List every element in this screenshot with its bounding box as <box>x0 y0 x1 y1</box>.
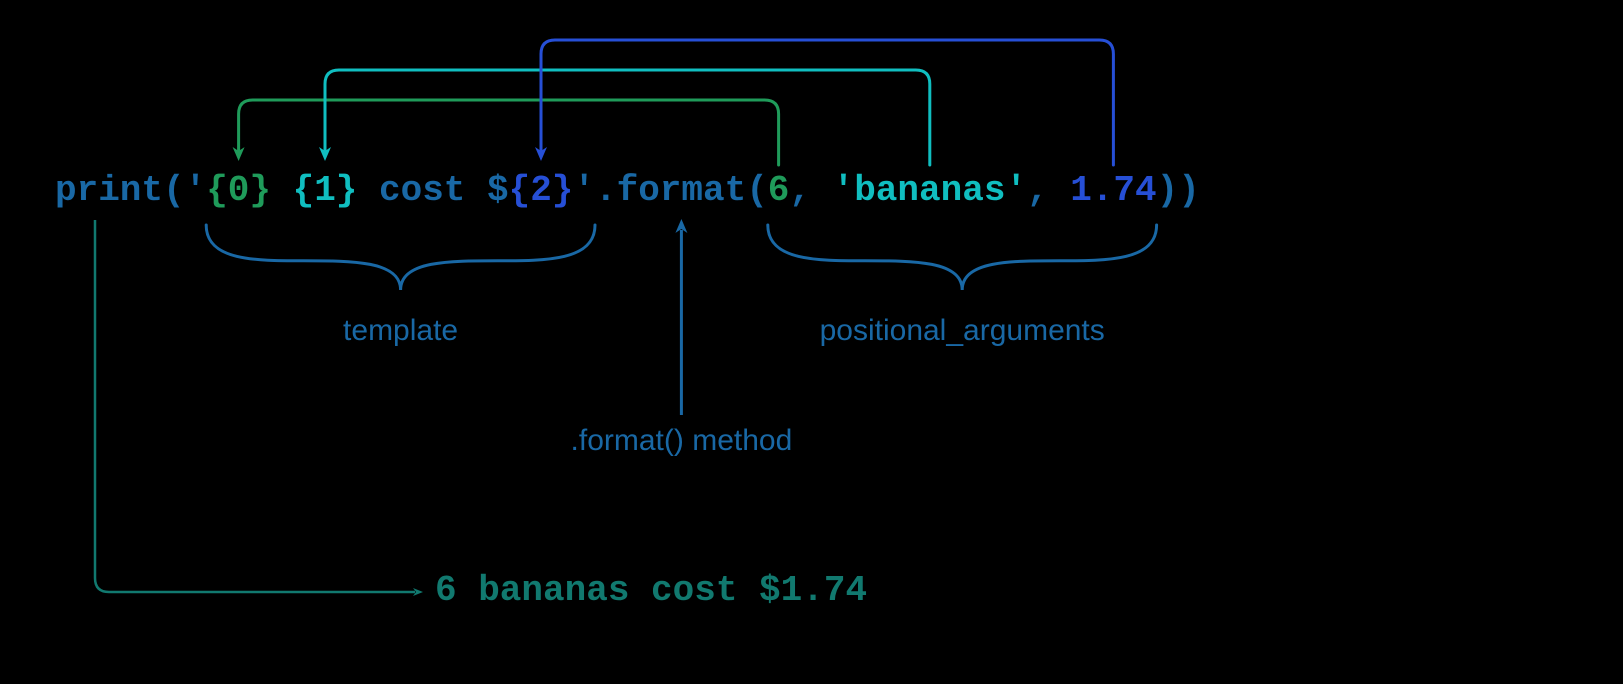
format-label: .format() method <box>571 424 793 457</box>
arguments-brace-label: positional_arguments <box>820 314 1105 347</box>
code-token-format: format <box>617 170 747 211</box>
code-line: print('{0} {1} cost ${2}'.format(6, 'ban… <box>55 170 1200 211</box>
code-token-print: print <box>55 170 163 211</box>
code-token-arg2: 1.74 <box>1070 170 1156 211</box>
code-token-ph2: {2} <box>509 170 574 211</box>
output-text: 6 bananas cost $1.74 <box>435 570 867 611</box>
template-brace-label: template <box>343 314 458 347</box>
code-token-arg1: 'bananas' <box>833 170 1027 211</box>
code-token-ph0: {0} <box>206 170 271 211</box>
code-token-ph1: {1} <box>293 170 358 211</box>
code-token-arg0: 6 <box>768 170 790 211</box>
